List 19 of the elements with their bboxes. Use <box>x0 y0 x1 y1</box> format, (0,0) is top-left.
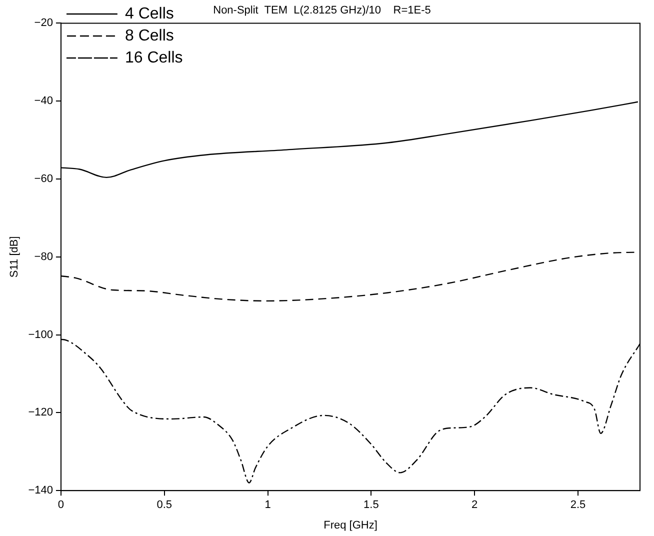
legend-label: 8 Cells <box>124 27 174 44</box>
x-axis-title: Freq [GHz] <box>324 519 378 532</box>
x-tick-label: 1.5 <box>364 499 379 512</box>
chart-title: Non-Split TEM L(2.8125 GHz)/10 R=1E-5 <box>213 4 431 17</box>
y-tick-label: −120 <box>28 406 53 419</box>
y-axis-title: S11 [dB] <box>8 236 21 278</box>
y-tick-label: −40 <box>34 95 53 108</box>
x-tick-label: 0 <box>58 499 64 512</box>
legend-label: 16 Cells <box>124 49 183 66</box>
y-tick-label: −20 <box>34 17 53 30</box>
x-tick-label: 2 <box>472 499 478 512</box>
legend-label: 4 Cells <box>124 5 174 22</box>
y-tick-label: −60 <box>34 173 53 186</box>
x-tick-label: 2.5 <box>570 499 586 512</box>
x-tick-label: 0.5 <box>156 499 172 512</box>
y-tick-label: −140 <box>28 484 53 497</box>
y-tick-label: −80 <box>34 250 53 263</box>
x-tick-label: 1 <box>264 499 271 512</box>
y-tick-label: −100 <box>28 328 53 341</box>
